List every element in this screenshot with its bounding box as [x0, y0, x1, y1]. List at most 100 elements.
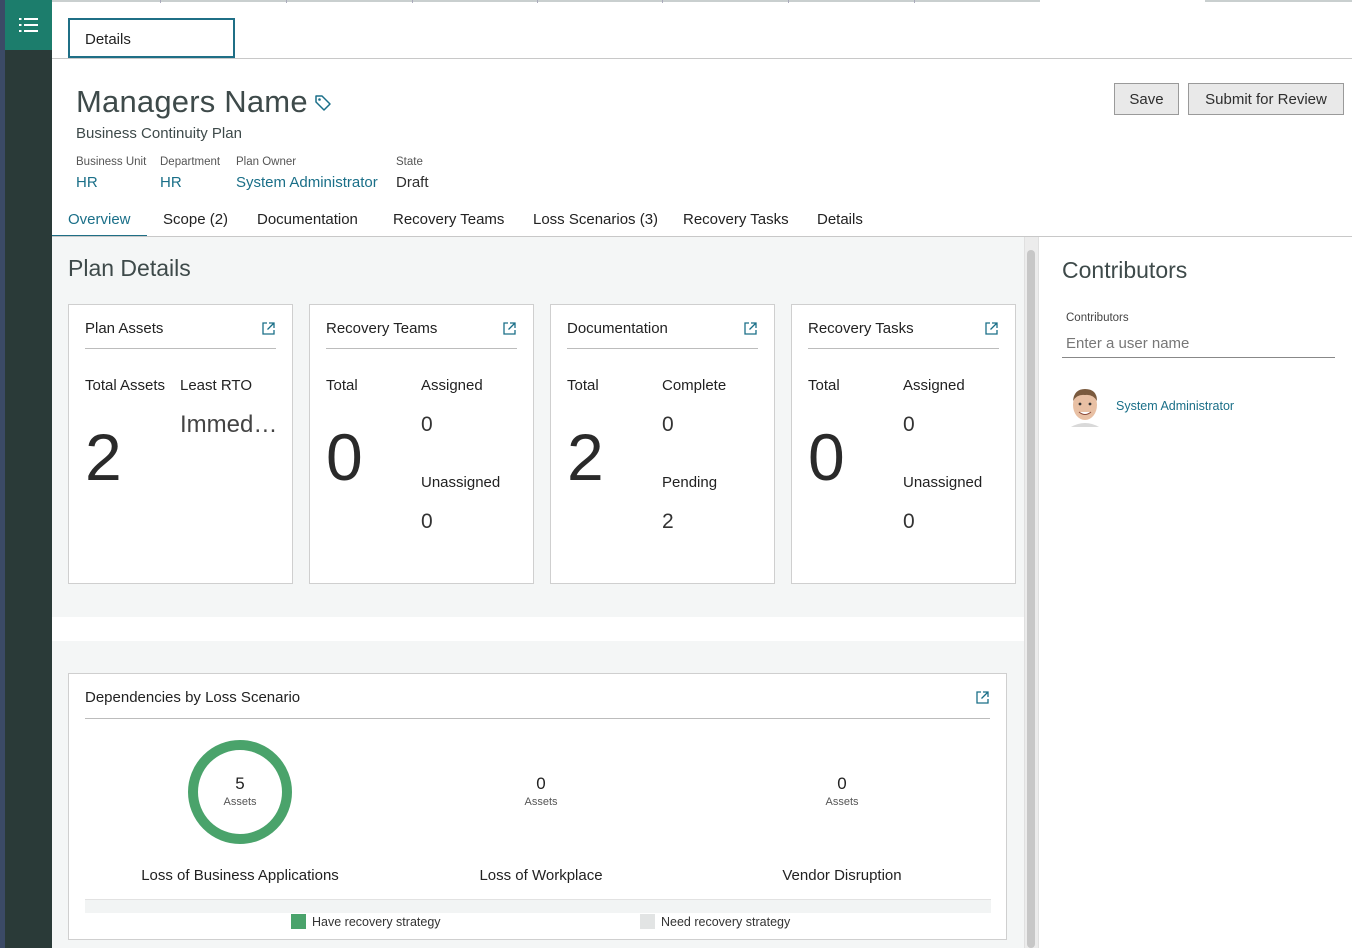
main-area: Details Managers Name Business Continuit… — [52, 0, 1352, 948]
asset-unit: Assets — [223, 796, 257, 808]
top-tab-strip — [52, 0, 1040, 2]
card-title: Plan Assets — [85, 320, 164, 337]
column-label: Least RTO — [180, 377, 252, 394]
asset-count: 0 — [837, 774, 847, 793]
department-link[interactable]: HR — [160, 174, 182, 191]
card-title: Dependencies by Loss Scenario — [85, 689, 301, 706]
least-rto-value: Immed… — [180, 411, 278, 438]
external-link-icon[interactable] — [975, 690, 990, 705]
user-avatar — [1071, 389, 1099, 427]
meta-state: State Draft — [396, 156, 429, 191]
plan-assets-card: Plan Assets Total Assets Least RTO 2 Imm… — [68, 304, 293, 584]
complete-value: 0 — [662, 413, 674, 436]
asset-unit: Assets — [825, 796, 859, 808]
contributor-user-link[interactable]: System Administrator — [1116, 399, 1235, 413]
recovery-tasks-card: Recovery Tasks Total Assigned 0 0 Unassi… — [791, 304, 1016, 584]
column-label: Total — [808, 377, 840, 394]
card-header: Documentation — [567, 320, 758, 349]
donut-chart[interactable]: 0 Assets — [488, 739, 594, 845]
card-title: Recovery Tasks — [808, 320, 914, 337]
side-rail — [5, 0, 52, 948]
business-unit-link[interactable]: HR — [76, 174, 98, 191]
total-value: 0 — [808, 420, 845, 494]
asset-unit: Assets — [524, 796, 558, 808]
page-title: Managers Name — [76, 84, 308, 119]
assigned-value: 0 — [421, 413, 433, 436]
menu-toggle-button[interactable] — [5, 0, 52, 50]
total-assets-value: 2 — [85, 420, 122, 494]
contributors-panel: Contributors Contributors System Adminis… — [1038, 237, 1352, 948]
external-link-icon[interactable] — [743, 321, 758, 336]
card-title: Recovery Teams — [326, 320, 438, 337]
scenario-label: Loss of Workplace — [479, 867, 603, 884]
legend-have: Have recovery strategy — [291, 914, 441, 929]
contributors-field-label: Contributors — [1066, 312, 1129, 324]
asset-count: 0 — [536, 774, 546, 793]
top-tab-strip-right — [1205, 0, 1352, 2]
card-header: Recovery Teams — [326, 320, 517, 349]
external-link-icon[interactable] — [984, 321, 999, 336]
dependencies-card: Dependencies by Loss Scenario 5 Assets L… — [68, 673, 1007, 940]
external-link-icon[interactable] — [502, 321, 517, 336]
meta-label: Department — [160, 156, 221, 168]
legend-label: Need recovery strategy — [661, 914, 791, 929]
legend-swatch — [640, 914, 655, 929]
tab-overview[interactable]: Overview — [52, 206, 147, 237]
tab-loss-scenarios[interactable]: Loss Scenarios (3) — [533, 211, 659, 228]
tab-recovery-tasks[interactable]: Recovery Tasks — [683, 211, 789, 228]
tab-recovery-teams[interactable]: Recovery Teams — [393, 211, 505, 228]
meta-business-unit: Business Unit HR — [76, 156, 146, 191]
pending-value: 2 — [662, 510, 674, 533]
external-link-icon[interactable] — [261, 321, 276, 336]
column-label: Assigned — [421, 377, 483, 394]
save-button[interactable]: Save — [1114, 83, 1179, 115]
total-value: 0 — [326, 420, 363, 494]
contributor-search-input[interactable] — [1062, 330, 1335, 358]
total-value: 2 — [567, 420, 604, 494]
card-header: Dependencies by Loss Scenario — [85, 689, 990, 719]
legend-need: Need recovery strategy — [640, 914, 790, 929]
unassigned-value: 0 — [903, 510, 915, 533]
tab-scope[interactable]: Scope (2) — [163, 211, 229, 228]
tab-details[interactable]: Details — [817, 211, 863, 228]
assigned-value: 0 — [903, 413, 915, 436]
page-subtitle: Business Continuity Plan — [76, 125, 242, 142]
column-label: Total — [326, 377, 358, 394]
plan-tabs: Overview Scope (2) Documentation Recover… — [52, 206, 1024, 237]
legend-bar — [85, 899, 991, 913]
column-label: Unassigned — [421, 474, 501, 491]
legend-swatch — [291, 914, 306, 929]
column-label: Assigned — [903, 377, 965, 394]
documentation-card: Documentation Total Complete 2 0 Pending… — [550, 304, 775, 584]
tab-documentation[interactable]: Documentation — [257, 211, 358, 228]
meta-label: State — [396, 156, 423, 168]
submit-for-review-button[interactable]: Submit for Review — [1188, 83, 1344, 115]
column-label: Pending — [662, 474, 718, 491]
tag-icon[interactable] — [314, 94, 332, 112]
unassigned-value: 0 — [421, 510, 433, 533]
meta-department: Department HR — [160, 156, 220, 191]
details-tab[interactable]: Details — [68, 18, 235, 58]
scrollbar-thumb[interactable] — [1027, 250, 1035, 948]
donut-ring — [188, 740, 292, 844]
section-separator — [52, 617, 1024, 641]
window-edge — [0, 0, 5, 948]
card-header: Recovery Tasks — [808, 320, 999, 349]
meta-label: Business Unit — [76, 156, 147, 168]
list-icon — [18, 18, 38, 32]
meta-label: Plan Owner — [236, 156, 297, 168]
state-value: Draft — [396, 174, 429, 191]
plan-owner-link[interactable]: System Administrator — [236, 174, 378, 191]
divider — [52, 58, 1352, 59]
legend-label: Have recovery strategy — [312, 914, 441, 929]
meta-plan-owner: Plan Owner System Administrator — [236, 156, 378, 191]
donut-chart[interactable]: 0 Assets — [789, 739, 895, 845]
scenario-label: Loss of Business Applications — [141, 867, 339, 884]
donut-chart[interactable]: 5 Assets — [187, 739, 293, 845]
card-title: Documentation — [567, 320, 668, 337]
contributors-title: Contributors — [1062, 257, 1188, 283]
card-header: Plan Assets — [85, 320, 276, 349]
recovery-teams-card: Recovery Teams Total Assigned 0 0 Unassi… — [309, 304, 534, 584]
column-label: Total Assets — [85, 377, 166, 394]
column-label: Unassigned — [903, 474, 983, 491]
